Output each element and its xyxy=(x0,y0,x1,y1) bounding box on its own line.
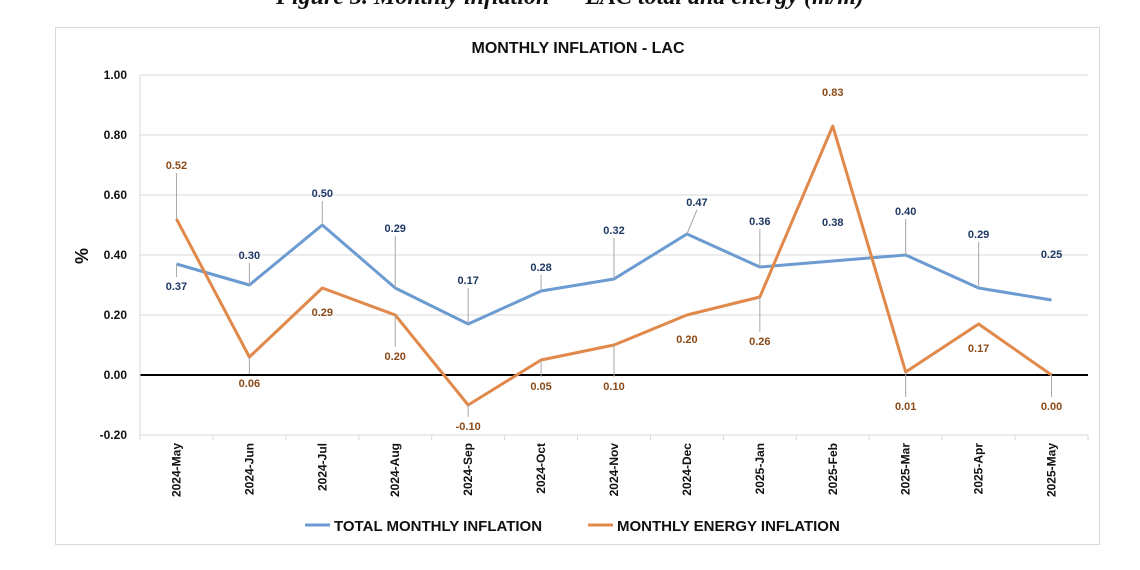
energy-data-label: 0.05 xyxy=(530,381,551,393)
total-data-label: 0.38 xyxy=(822,217,843,229)
y-axis-ticks: 1.00 0.80 0.60 0.40 0.20 0.00 -0.20 xyxy=(100,68,128,442)
x-tick-label: 2024-Sep xyxy=(461,443,475,496)
total-data-label: 0.32 xyxy=(603,225,624,237)
total-data-label: 0.40 xyxy=(895,206,916,218)
energy-data-label: 0.17 xyxy=(968,343,989,355)
x-tick-label: 2025-Mar xyxy=(899,443,913,495)
total-data-label: 0.50 xyxy=(312,188,333,200)
x-axis-ticks: 2024-May 2024-Jun 2024-Jul 2024-Aug 2024-Sep… xyxy=(139,435,1089,497)
x-tick-label: 2025-Jan xyxy=(753,443,767,494)
y-tick-label: 0.60 xyxy=(104,188,128,202)
x-tick-label: 2024-May xyxy=(169,443,183,497)
x-tick-label: 2024-Jul xyxy=(315,443,329,491)
energy-data-label: 0.26 xyxy=(749,336,770,348)
legend: TOTAL MONTHLY INFLATION MONTHLY ENERGY I… xyxy=(305,518,840,535)
data-labels: 0.37 0.30 0.50 0.29 0.17 0.28 0.32 0.47 0.36 0.38… xyxy=(166,87,1062,433)
energy-data-label: 0.20 xyxy=(676,334,697,346)
total-data-label: 0.47 xyxy=(686,197,707,209)
energy-data-label: 0.06 xyxy=(239,378,260,390)
chart-title: MONTHLY INFLATION - LAC xyxy=(471,40,684,57)
energy-data-label: 0.01 xyxy=(895,401,916,413)
energy-data-label: 0.83 xyxy=(822,87,843,99)
total-data-label: 0.25 xyxy=(1041,249,1062,261)
x-tick-label: 2024-Jun xyxy=(242,443,256,495)
total-data-label: 0.36 xyxy=(749,216,770,228)
x-tick-label: 2025-Feb xyxy=(826,443,840,495)
energy-data-label: 0.52 xyxy=(166,160,187,172)
figure-heading-fragment: Figure 3. Monthly inflation — LAC total … xyxy=(0,0,1140,11)
y-tick-label: -0.20 xyxy=(100,428,128,442)
x-tick-label: 2024-Aug xyxy=(388,443,402,497)
energy-data-label: 0.00 xyxy=(1041,401,1062,413)
y-tick-label: 0.00 xyxy=(104,368,128,382)
energy-data-label: -0.10 xyxy=(456,421,481,433)
y-tick-label: 0.20 xyxy=(104,308,128,322)
y-tick-label: 0.80 xyxy=(104,128,128,142)
total-data-label: 0.29 xyxy=(385,223,406,235)
x-tick-label: 2024-Dec xyxy=(680,443,694,496)
energy-data-label: 0.20 xyxy=(385,351,406,363)
total-data-label: 0.28 xyxy=(530,262,551,274)
x-tick-label: 2024-Oct xyxy=(534,443,548,494)
y-axis-label: % xyxy=(72,248,92,264)
energy-data-label: 0.10 xyxy=(603,381,624,393)
total-data-label: 0.30 xyxy=(239,250,260,262)
legend-label-energy: MONTHLY ENERGY INFLATION xyxy=(617,518,840,535)
data-label-leader xyxy=(686,209,698,235)
legend-label-total: TOTAL MONTHLY INFLATION xyxy=(334,518,542,535)
x-tick-label: 2025-May xyxy=(1045,443,1059,497)
x-tick-label: 2025-Apr xyxy=(972,443,986,495)
total-data-label: 0.29 xyxy=(968,229,989,241)
y-tick-label: 0.40 xyxy=(104,248,128,262)
total-data-label: 0.17 xyxy=(457,275,478,287)
total-data-label: 0.37 xyxy=(166,281,187,293)
x-tick-label: 2024-Nov xyxy=(607,443,621,497)
energy-data-label: 0.29 xyxy=(312,307,333,319)
y-tick-label: 1.00 xyxy=(104,68,128,82)
